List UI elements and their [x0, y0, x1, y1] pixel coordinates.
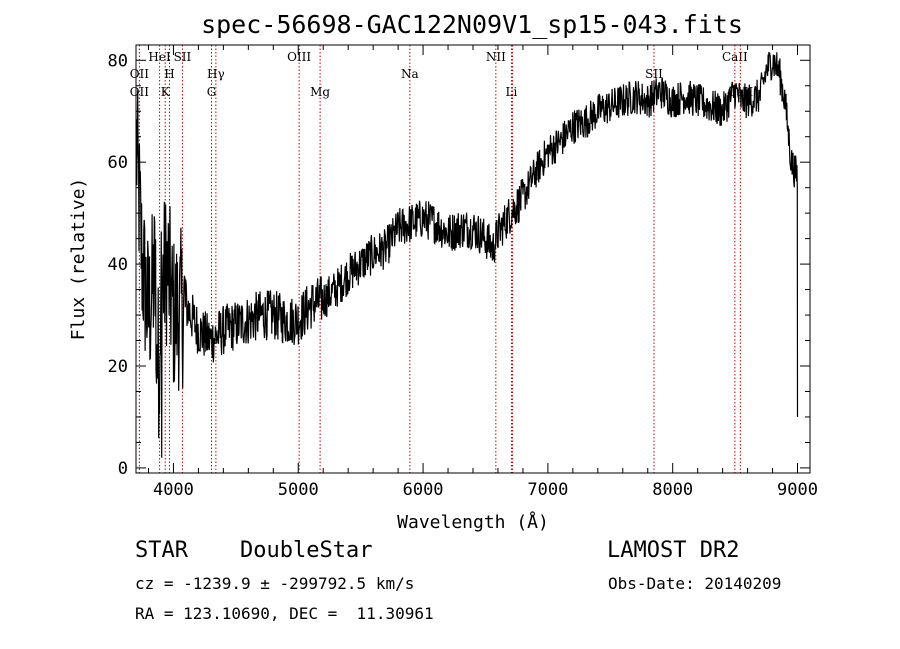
x-tick-label: 9000 — [777, 480, 818, 500]
object-class: STAR — [135, 538, 188, 563]
y-axis-label: Flux (relative) — [68, 178, 89, 341]
line-marker-label: Hγ — [207, 67, 225, 81]
x-axis-label: Wavelength (Å) — [397, 511, 549, 533]
line-marker-label: HeI — [148, 50, 171, 64]
y-tick-label: 60 — [108, 153, 128, 173]
line-marker-label: SII — [174, 50, 192, 64]
x-tick-label: 5000 — [278, 480, 319, 500]
y-tick-label: 40 — [108, 255, 128, 275]
line-marker-label: OIII — [287, 50, 311, 64]
x-tick-label: 6000 — [403, 480, 444, 500]
object-subclass: DoubleStar — [240, 538, 373, 563]
line-marker-label: OII — [130, 67, 150, 81]
y-tick-label: 20 — [108, 357, 128, 377]
y-tick-label: 80 — [108, 51, 128, 71]
chart-title: spec-56698-GAC122N09V1_sp15-043.fits — [201, 10, 743, 39]
line-marker-label: Na — [401, 67, 419, 81]
line-marker-label: H — [164, 67, 174, 81]
x-tick-label: 4000 — [153, 480, 194, 500]
line-marker-label: NII — [486, 50, 506, 64]
line-marker-label: Mg — [310, 85, 330, 99]
line-marker-label: CaII — [722, 50, 748, 64]
line-marker-label: SII — [645, 67, 663, 81]
x-tick-label: 7000 — [527, 480, 568, 500]
survey-name: LAMOST DR2 — [607, 538, 740, 563]
flux-series — [135, 51, 799, 458]
line-marker-label: OII — [130, 85, 150, 99]
observation-date: Obs-Date: 20140209 — [608, 574, 782, 593]
line-marker-label: K — [161, 85, 171, 99]
axis-ticks: 4000 5000 6000 7000 8000 9000 0 20 40 60 80 — [108, 45, 818, 500]
flux-line — [135, 51, 799, 458]
line-marker-label: G — [207, 85, 217, 99]
y-tick-label: 0 — [118, 459, 128, 479]
x-tick-label: 8000 — [652, 480, 693, 500]
redshift-readout: cz = -1239.9 ± -299792.5 km/s — [135, 574, 415, 593]
line-marker-label: Li — [506, 85, 518, 99]
coordinates-readout: RA = 123.10690, DEC = 11.30961 — [135, 604, 434, 623]
